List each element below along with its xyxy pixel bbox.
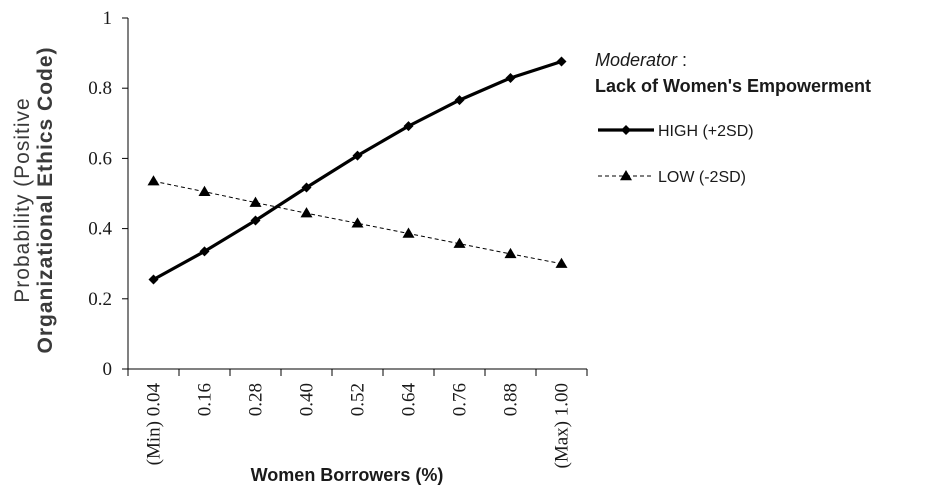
legend-items: HIGH (+2SD) LOW (-2SD) — [598, 123, 754, 186]
x-tick-label: 0.16 — [195, 383, 216, 416]
data-point-low — [453, 237, 466, 248]
x-tick-label: 0.52 — [348, 383, 369, 416]
data-point-high — [505, 73, 516, 84]
data-point-high — [301, 182, 312, 193]
data-point-high — [352, 150, 363, 161]
data-point-high — [250, 215, 261, 226]
legend-title-colon: : — [677, 50, 687, 70]
data-point-high — [454, 95, 465, 106]
data-point-low — [300, 207, 313, 218]
x-tick-label: 0.76 — [450, 383, 471, 416]
data-point-high — [556, 56, 567, 67]
legend-item-label: LOW (-2SD) — [658, 169, 746, 186]
legend-title-italic: Moderator — [595, 50, 678, 70]
data-point-low — [504, 247, 517, 259]
y-axis-label-line2: Organizational Ethics Code) — [34, 46, 57, 353]
y-tick-label: 1 — [103, 8, 113, 29]
y-tick-label: 0 — [103, 359, 113, 380]
data-point-high — [148, 274, 159, 285]
data-point-high — [199, 246, 210, 257]
y-axis-label-line1: Probability (Positive — [11, 97, 34, 302]
legend: Moderator : Lack of Women's Empowerment … — [595, 50, 871, 186]
data-point-low — [147, 175, 160, 186]
x-tick-label: 0.64 — [399, 383, 420, 417]
legend-item-label: HIGH (+2SD) — [658, 123, 754, 140]
x-tick-label: (Min) 0.04 — [144, 383, 165, 466]
y-tick-label: 0.2 — [88, 289, 112, 310]
x-tick-label: 0.40 — [297, 383, 318, 416]
legend-swatch-marker — [620, 170, 632, 181]
x-ticks: (Min) 0.04 0.16 0.28 0.40 0.52 0.64 0.76 0.88 (M… — [127, 369, 588, 468]
x-tick-label: (Max) 1.00 — [552, 383, 573, 468]
x-tick-label: 0.88 — [501, 383, 522, 416]
series-line-high — [152, 59, 562, 281]
data-point-low — [402, 227, 415, 238]
legend-title-line1: Moderator : — [595, 50, 687, 70]
data-point-low — [249, 196, 262, 207]
data-point-low — [351, 217, 364, 228]
data-point-low — [198, 185, 211, 196]
series-line-low — [153, 180, 562, 265]
x-tick-label: 0.28 — [246, 383, 267, 416]
data-point-high — [403, 121, 414, 132]
y-tick-label: 0.4 — [88, 219, 112, 240]
y-tick-label: 0.6 — [88, 148, 112, 169]
series-layer — [147, 56, 568, 285]
y-tick-label: 0.8 — [88, 78, 112, 99]
y-ticks: 0 0.2 0.4 0.6 0.8 1 — [88, 8, 128, 380]
legend-swatch-marker — [621, 125, 631, 135]
legend-title-bold: Lack of Women's Empowerment — [595, 76, 871, 96]
x-axis-label: Women Borrowers (%) — [251, 465, 444, 485]
data-point-low — [555, 257, 568, 268]
